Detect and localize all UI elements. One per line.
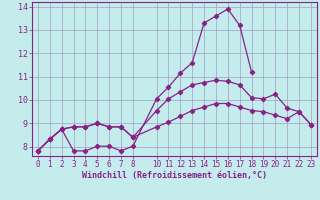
X-axis label: Windchill (Refroidissement éolien,°C): Windchill (Refroidissement éolien,°C): [82, 171, 267, 180]
